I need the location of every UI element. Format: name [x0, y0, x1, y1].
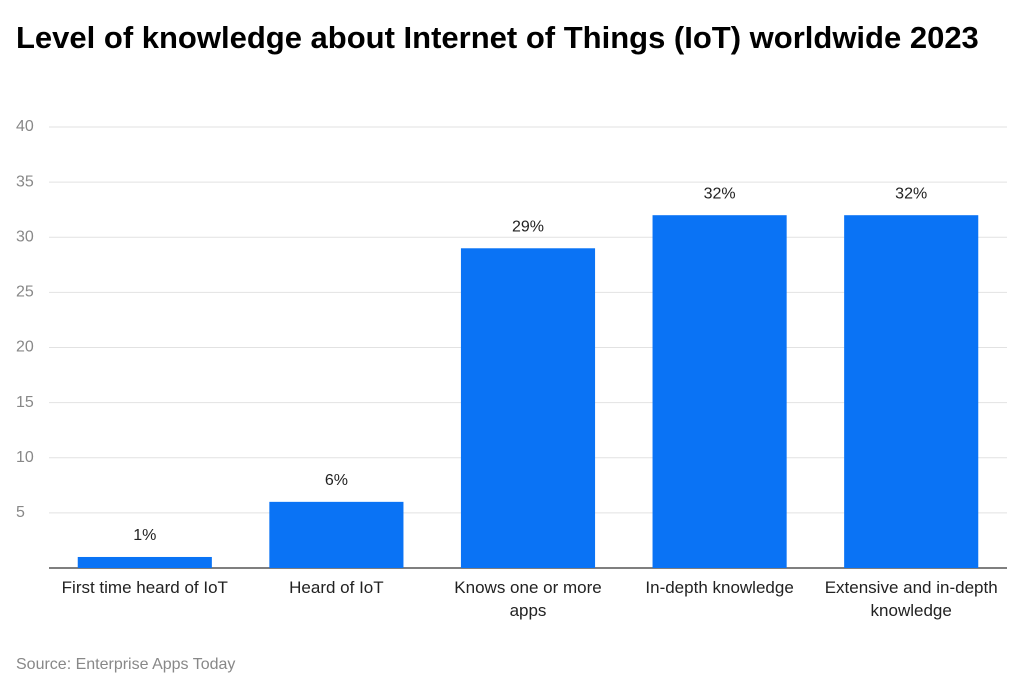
value-label: 6% [325, 472, 348, 489]
x-tick-label: Heard of IoT [289, 578, 384, 597]
y-tick-label: 35 [16, 173, 34, 190]
y-tick-label: 5 [16, 504, 25, 521]
x-tick-label: Extensive and in-depth knowledge [824, 578, 998, 620]
value-label: 32% [895, 185, 927, 202]
x-tick-label: In-depth knowledge [645, 578, 794, 597]
y-tick-label: 20 [16, 339, 34, 356]
x-tick-label: First time heard of IoT [61, 578, 228, 597]
y-tick-label: 10 [16, 449, 34, 466]
value-label: 29% [512, 218, 544, 235]
y-tick-label: 25 [16, 284, 34, 301]
x-tick-label: Knows one or more apps [454, 578, 602, 620]
y-tick-label: 40 [16, 118, 34, 135]
bar [77, 556, 212, 568]
source: Source: Enterprise Apps Today [16, 656, 236, 673]
bar [652, 215, 787, 568]
value-label: 32% [704, 185, 736, 202]
chart-title: Level of knowledge about Internet of Thi… [16, 20, 979, 55]
y-tick-label: 30 [16, 228, 34, 245]
value-label: 1% [133, 527, 156, 544]
bar [844, 215, 979, 568]
bar [460, 248, 596, 568]
y-tick-label: 15 [16, 394, 34, 411]
bar [269, 501, 404, 568]
